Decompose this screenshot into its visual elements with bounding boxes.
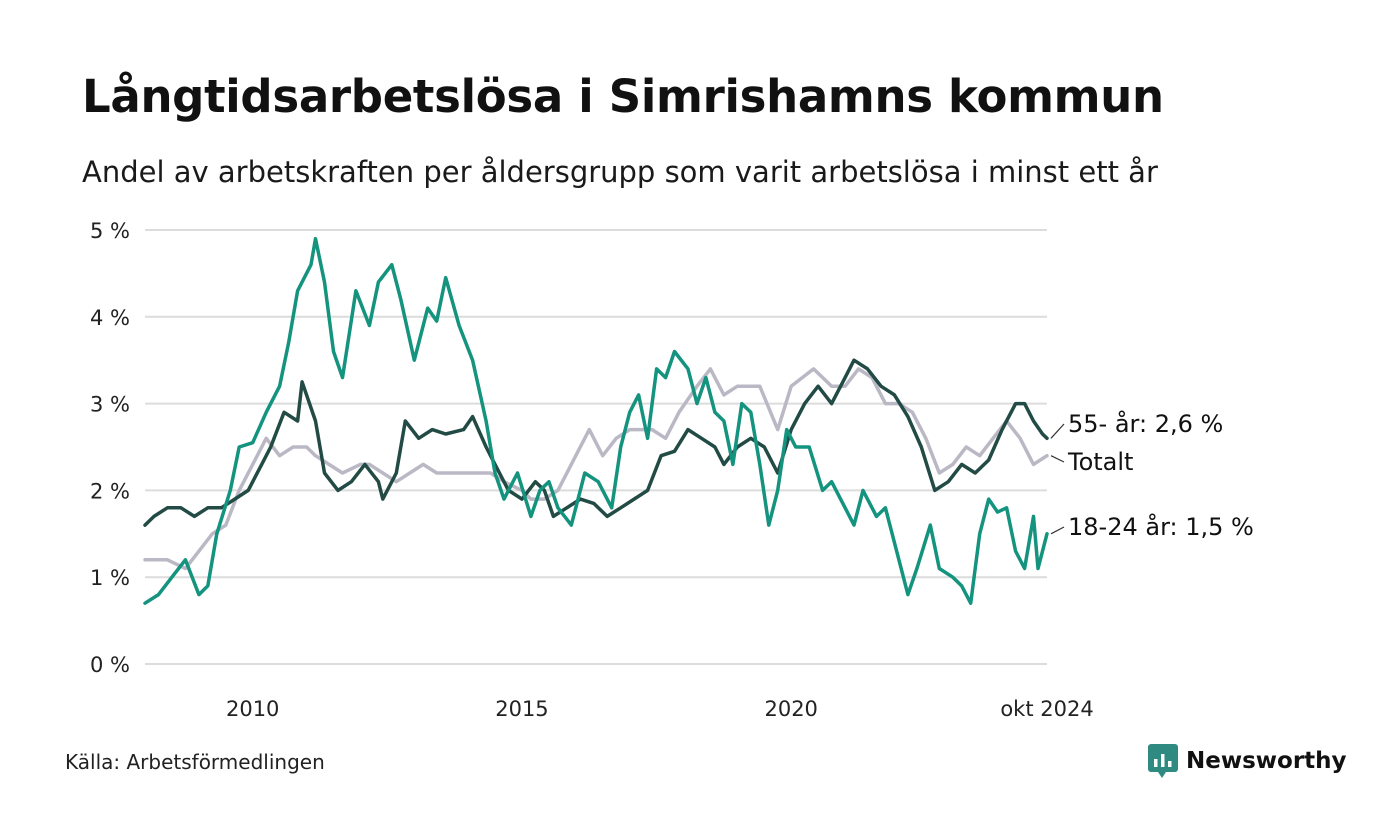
series-end-label: 18-24 år: 1,5 % [1068, 512, 1254, 541]
x-tick-label: 2010 [226, 697, 279, 721]
series-lines [143, 236, 1049, 605]
brand-name: Newsworthy [1186, 748, 1347, 774]
series-leader-line [1050, 423, 1065, 439]
series-line-0 [143, 367, 1049, 571]
series-end-label: Totalt [1067, 448, 1133, 476]
chart-title: Långtidsarbetslösa i Simrishamns kommun [82, 70, 1164, 123]
y-tick-label: 4 % [90, 306, 130, 330]
series-end-label: 55- år: 2,6 % [1068, 409, 1223, 438]
x-tick-label: 2020 [764, 697, 817, 721]
newsworthy-logo-icon [1148, 744, 1178, 778]
chart-subtitle: Andel av arbetskraften per åldersgrupp s… [82, 155, 1158, 189]
brand-logo: Newsworthy [1148, 744, 1347, 778]
y-tick-label: 5 % [90, 219, 130, 243]
series-line-2 [143, 236, 1049, 605]
series-line-1 [143, 358, 1049, 527]
y-tick-label: 2 % [90, 479, 130, 503]
x-axis-tick-labels: 2010 2015 2020 okt 2024 [226, 697, 1094, 721]
y-tick-label: 1 % [90, 566, 130, 590]
y-grid [145, 229, 1047, 665]
y-tick-label: 0 % [90, 653, 130, 677]
series-leader-line [1050, 526, 1065, 535]
y-axis-tick-labels: 0 % 1 % 2 % 3 % 4 % 5 % [90, 219, 130, 677]
x-tick-label: okt 2024 [1000, 697, 1093, 721]
x-tick-label: 2015 [495, 697, 548, 721]
y-tick-label: 3 % [90, 393, 130, 417]
series-end-labels: Totalt 55- år: 2,6 % 18-24 år: 1,5 % [1050, 409, 1254, 541]
source-note: Källa: Arbetsförmedlingen [65, 750, 325, 774]
series-leader-line [1050, 455, 1065, 463]
